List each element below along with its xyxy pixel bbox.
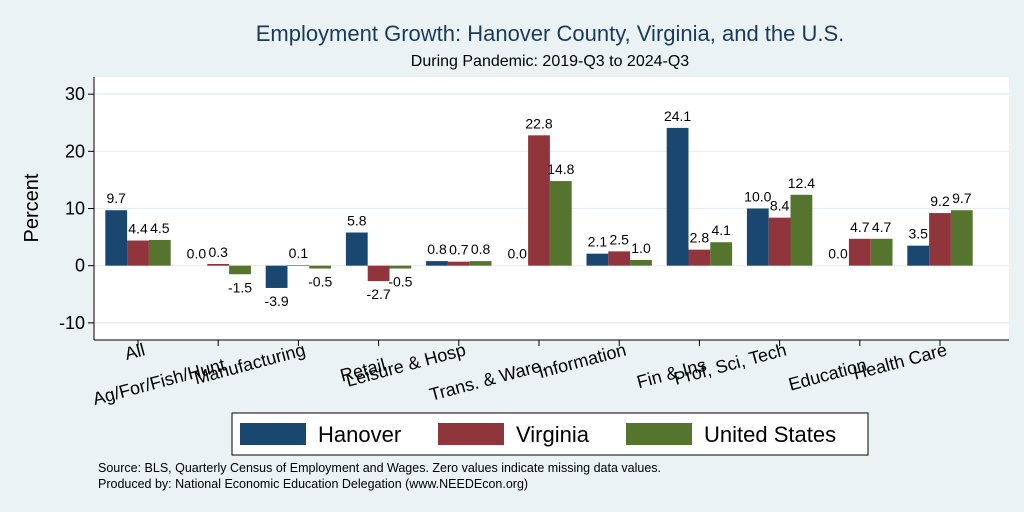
value-label-virginia-fin-ins: 2.8 xyxy=(690,230,710,246)
chart-title: Employment Growth: Hanover County, Virgi… xyxy=(256,21,845,46)
legend-label-hanover: Hanover xyxy=(318,422,401,447)
y-axis-label: Percent xyxy=(21,173,43,242)
y-axis: -10 0 10 20 30 xyxy=(59,77,95,340)
bar-united-states-prof-sci-tech xyxy=(790,194,813,266)
legend-swatch-united-states xyxy=(626,423,692,445)
value-label-virginia-health-care: 9.2 xyxy=(930,193,950,209)
bar-hanover-information xyxy=(586,253,609,266)
bar-united-states-information xyxy=(630,259,652,266)
legend-swatch-hanover xyxy=(240,423,306,445)
bar-virginia-trans-ware xyxy=(528,135,550,266)
value-label-virginia-retail: -2.7 xyxy=(367,286,391,302)
bar-virginia-retail xyxy=(367,265,390,282)
bar-united-states-ag-for-fish-hunt xyxy=(229,265,251,275)
value-label-hanover-all: 9.7 xyxy=(106,190,126,206)
value-label-united-states-ag-for-fish-hunt: -1.5 xyxy=(228,279,252,295)
y-tick-label: 10 xyxy=(65,199,85,219)
bar-virginia-health-care xyxy=(929,213,951,266)
value-label-united-states-information: 1.0 xyxy=(631,240,651,256)
value-label-united-states-education: 4.7 xyxy=(872,219,892,235)
value-label-virginia-ag-for-fish-hunt: 0.3 xyxy=(208,244,228,260)
value-label-hanover-retail: 5.8 xyxy=(347,213,367,229)
bar-united-states-fin-ins xyxy=(710,242,733,266)
bar-virginia-all xyxy=(127,240,149,266)
legend-label-virginia: Virginia xyxy=(516,422,590,447)
category-label-information: Information xyxy=(536,340,628,383)
bar-virginia-education xyxy=(848,238,871,266)
value-label-virginia-trans-ware: 22.8 xyxy=(525,115,552,131)
legend-label-united-states: United States xyxy=(704,422,836,447)
value-label-united-states-leisure-hosp: 0.8 xyxy=(471,241,491,257)
value-label-virginia-prof-sci-tech: 8.4 xyxy=(770,198,790,214)
bar-virginia-prof-sci-tech xyxy=(768,217,791,266)
bar-united-states-education xyxy=(870,238,893,266)
value-label-virginia-information: 2.5 xyxy=(609,231,629,247)
bar-hanover-retail xyxy=(345,232,368,266)
value-labels: 9.74.4 4.50.0 0.3-1.5-3.90.1-0.55.8-2.7-0.… xyxy=(106,108,971,309)
value-label-hanover-manufacturing: -3.9 xyxy=(265,293,289,309)
bar-united-states-retail xyxy=(389,265,412,269)
chart-subtitle: During Pandemic: 2019-Q3 to 2024-Q3 xyxy=(411,53,689,70)
value-label-hanover-information: 2.1 xyxy=(588,234,608,250)
y-tick-label: 30 xyxy=(65,84,85,104)
legend-box xyxy=(231,412,869,456)
bar-united-states-health-care xyxy=(950,210,973,266)
bar-united-states-all xyxy=(148,239,171,266)
value-label-hanover-leisure-hosp: 0.8 xyxy=(427,241,447,257)
bar-virginia-ag-for-fish-hunt xyxy=(207,263,230,266)
bars xyxy=(105,127,973,288)
value-label-hanover-fin-ins: 24.1 xyxy=(664,108,691,124)
y-tick-label: -10 xyxy=(59,313,85,333)
value-label-united-states-manufacturing: -0.5 xyxy=(308,274,332,290)
value-label-hanover-trans-ware: 0.0 xyxy=(507,246,527,262)
value-label-hanover-prof-sci-tech: 10.0 xyxy=(744,189,771,205)
bar-united-states-trans-ware xyxy=(549,181,572,266)
category-label-prof-sci-tech: Prof, Sci, Tech xyxy=(672,340,789,389)
value-label-united-states-health-care: 9.7 xyxy=(952,190,972,206)
value-label-united-states-fin-ins: 4.1 xyxy=(711,222,731,238)
value-label-virginia-manufacturing: 0.1 xyxy=(289,245,309,261)
value-label-virginia-leisure-hosp: 0.7 xyxy=(449,242,469,258)
value-label-united-states-trans-ware: 14.8 xyxy=(547,161,574,177)
value-label-hanover-ag-for-fish-hunt: 0.0 xyxy=(187,246,207,262)
category-label-all: All xyxy=(123,340,148,364)
bar-hanover-fin-ins xyxy=(666,127,689,266)
legend: Hanover Virginia United States xyxy=(231,412,869,456)
value-label-hanover-education: 0.0 xyxy=(828,246,848,262)
value-label-hanover-health-care: 3.5 xyxy=(908,226,928,242)
bar-virginia-leisure-hosp xyxy=(447,261,470,266)
bar-hanover-manufacturing xyxy=(265,265,288,288)
value-label-virginia-all: 4.4 xyxy=(128,221,148,237)
bar-hanover-health-care xyxy=(907,245,930,266)
bar-hanover-all xyxy=(105,210,128,266)
value-label-virginia-education: 4.7 xyxy=(850,219,870,235)
category-label-health-care: Health Care xyxy=(851,340,949,384)
bar-virginia-information xyxy=(608,251,631,266)
bar-virginia-manufacturing xyxy=(287,265,310,266)
legend-swatch-virginia xyxy=(438,423,504,445)
bar-united-states-leisure-hosp xyxy=(469,261,492,266)
bar-hanover-prof-sci-tech xyxy=(746,208,769,266)
bar-united-states-manufacturing xyxy=(309,265,332,269)
y-tick-label: 0 xyxy=(75,256,85,276)
producer-note: Produced by: National Economic Education… xyxy=(98,477,528,491)
y-tick-label: 20 xyxy=(65,141,85,161)
bar-hanover-leisure-hosp xyxy=(426,261,448,266)
value-label-united-states-prof-sci-tech: 12.4 xyxy=(788,175,815,191)
bar-virginia-fin-ins xyxy=(688,249,711,266)
value-label-united-states-all: 4.5 xyxy=(150,220,170,236)
category-label-manufacturing: Manufacturing xyxy=(192,340,307,389)
source-note: Source: BLS, Quarterly Census of Employm… xyxy=(98,461,661,475)
value-label-united-states-retail: -0.5 xyxy=(388,274,412,290)
